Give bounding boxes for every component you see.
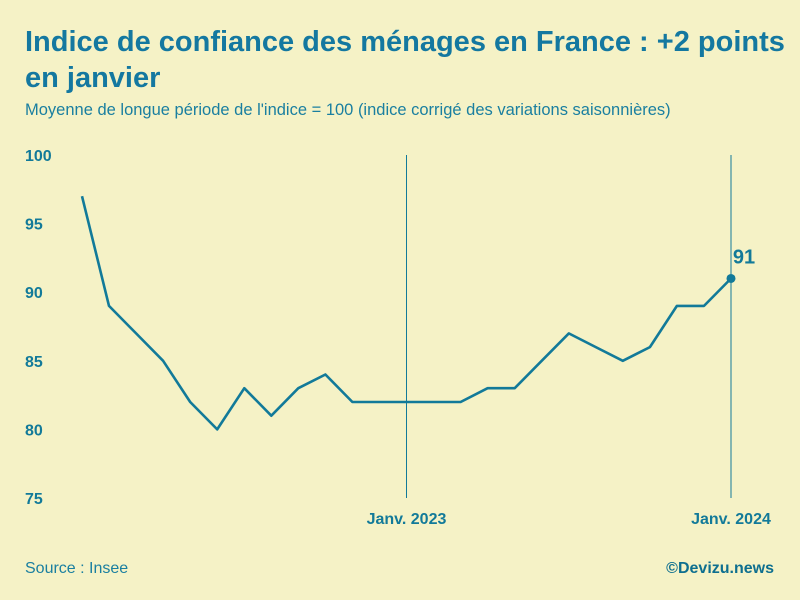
series-line — [80, 195, 732, 431]
y-tick-label: 95 — [25, 217, 43, 234]
x-axis-ticks: Janv. 2023 Janv. 2024 — [367, 511, 771, 528]
y-tick-label: 100 — [25, 148, 52, 165]
data-points — [726, 273, 736, 283]
chart-title: Indice de confiance des ménages en Franc… — [25, 26, 785, 94]
y-tick-label: 80 — [25, 422, 43, 439]
source-note: Source : Insee — [25, 560, 129, 577]
data-labels: 91 — [733, 246, 755, 268]
data-label: 91 — [733, 246, 755, 268]
y-tick-label: 75 — [25, 491, 43, 508]
y-tick-label: 85 — [25, 354, 43, 371]
brand-credit: ©Devizu.news — [666, 560, 774, 577]
last-data-point — [726, 273, 736, 283]
y-axis-ticks: 100 95 90 85 80 75 — [25, 148, 52, 508]
x-tick-label: Janv. 2023 — [367, 511, 447, 528]
x-tick-label: Janv. 2024 — [691, 511, 771, 528]
reference-lines — [406, 155, 732, 498]
chart-subtitle: Moyenne de longue période de l'indice = … — [25, 101, 671, 119]
y-tick-label: 90 — [25, 285, 43, 302]
